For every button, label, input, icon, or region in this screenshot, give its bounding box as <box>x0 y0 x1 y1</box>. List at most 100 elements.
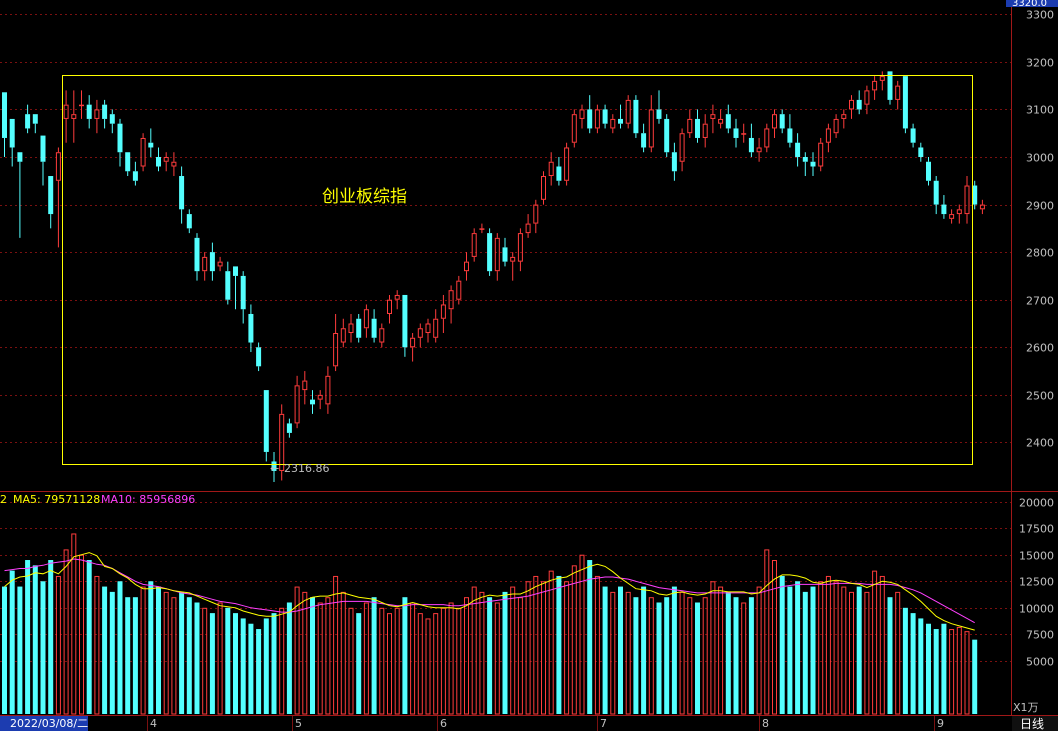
candle-body <box>2 92 7 138</box>
candle-body <box>86 104 92 119</box>
candle <box>248 304 254 353</box>
candlestick-series <box>2 71 985 482</box>
volume-bar <box>194 602 200 714</box>
candle-body <box>748 137 754 153</box>
period-box[interactable] <box>1012 716 1058 731</box>
candle-body <box>641 133 647 148</box>
candle <box>618 104 623 129</box>
candle <box>194 233 200 281</box>
candle-body <box>440 304 446 319</box>
candle <box>55 147 61 248</box>
volume-bar <box>48 560 54 714</box>
candle-body <box>102 104 108 119</box>
candle-body <box>594 109 600 129</box>
volume-bar <box>933 629 939 714</box>
price-tick-label: 2600 <box>1026 342 1054 355</box>
start-date-box[interactable] <box>0 716 88 731</box>
volume-bar <box>494 602 500 715</box>
candle-body <box>279 413 285 471</box>
volume-bar <box>25 560 31 714</box>
month-label: 9 <box>937 717 944 730</box>
candle <box>872 76 878 100</box>
candle-body <box>772 114 777 129</box>
candle <box>217 256 223 272</box>
volume-bar <box>879 575 885 715</box>
candle-body <box>902 76 908 129</box>
candle-body <box>956 209 962 215</box>
candle-body <box>94 109 100 119</box>
volume-tick-label: 7500 <box>1026 629 1054 642</box>
volume-bar <box>910 613 916 714</box>
candle <box>772 109 777 138</box>
volume-bar <box>394 607 400 715</box>
candle <box>956 204 962 224</box>
candle <box>487 228 493 276</box>
candle-body <box>132 171 138 181</box>
candle <box>440 294 446 334</box>
candle-body <box>918 147 924 157</box>
volume-bar <box>926 623 931 714</box>
volume-bar <box>802 591 808 714</box>
ma5-line <box>4 552 975 631</box>
candle-body <box>333 333 339 367</box>
candle <box>502 237 508 267</box>
volume-bar <box>556 575 562 714</box>
volume-bar <box>456 607 462 715</box>
candle-body <box>633 99 639 134</box>
candle <box>802 152 808 177</box>
volume-bar <box>40 581 46 714</box>
candle-body <box>787 128 793 143</box>
candle-body <box>417 328 423 338</box>
volume-bar <box>594 575 600 715</box>
volume-tick-label: 20000 <box>1019 497 1054 510</box>
candle <box>371 309 377 343</box>
volume-bar <box>94 575 100 715</box>
candle <box>895 80 901 110</box>
low-marker-value: 2316.86 <box>284 462 330 475</box>
volume-legend: 2 MA5: 79571128 MA10: 85956896 <box>0 493 195 506</box>
candle-body <box>510 256 516 262</box>
candle <box>664 114 670 157</box>
price-tick-label: 3000 <box>1026 152 1054 165</box>
candle <box>756 137 762 162</box>
volume-bar <box>248 623 254 714</box>
volume-bar <box>156 586 161 714</box>
candle-body <box>371 318 377 338</box>
candle <box>271 451 277 482</box>
start-date: 2022/03/08/二 <box>10 717 88 730</box>
candle <box>63 90 69 143</box>
candle-body <box>179 176 185 210</box>
volume-bar <box>2 586 7 714</box>
candle-body <box>363 309 369 329</box>
candle-body <box>448 290 454 310</box>
candle-body <box>479 228 485 230</box>
candle <box>979 199 985 215</box>
candle-body <box>502 247 508 262</box>
candle-body <box>949 214 955 219</box>
volume-bar <box>410 602 416 715</box>
candle-body <box>40 135 46 162</box>
candle-body <box>856 99 862 110</box>
volume-bar <box>464 597 469 715</box>
candle-body <box>695 118 700 138</box>
candle-body <box>533 204 539 224</box>
volume-bar <box>525 581 531 715</box>
candle <box>949 209 955 224</box>
volume-bar <box>17 586 23 714</box>
candle <box>525 214 531 238</box>
candle-body <box>63 104 69 119</box>
volume-y-axis: 20000 17500 15000 12500 10000 7500 5000 <box>1019 497 1054 669</box>
price-tick-label: 2900 <box>1026 200 1054 213</box>
period-label[interactable]: 日线 <box>1020 717 1044 731</box>
volume-bar <box>510 586 516 715</box>
volume-bar <box>387 613 392 715</box>
candle <box>587 95 593 134</box>
volume-bar <box>748 597 754 714</box>
candle <box>333 313 339 372</box>
candle-body <box>379 328 385 343</box>
candle <box>779 109 785 134</box>
volume-bar <box>687 597 693 715</box>
selection-box[interactable] <box>62 75 973 465</box>
candle <box>625 95 631 129</box>
volume-bar <box>55 575 61 715</box>
